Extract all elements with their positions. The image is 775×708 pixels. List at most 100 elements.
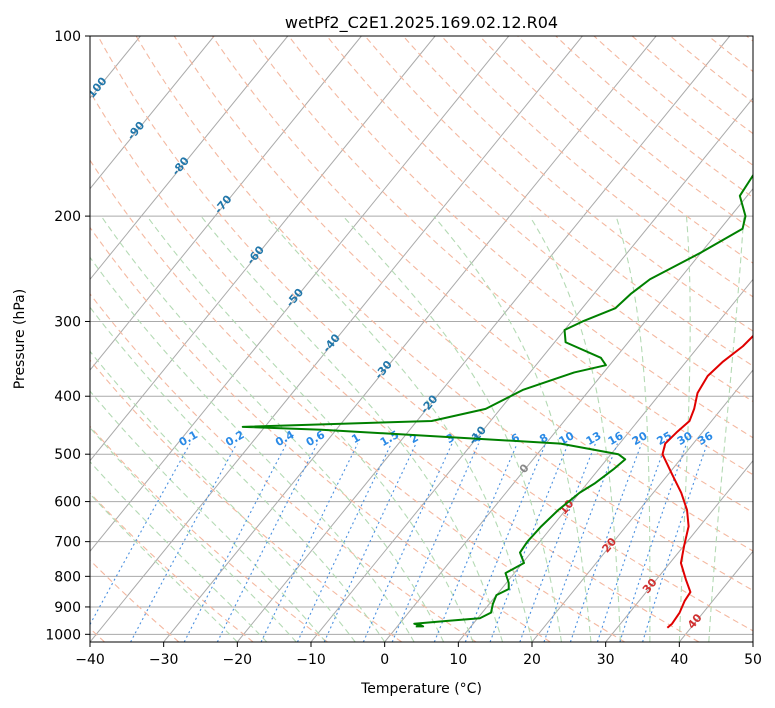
mixing-ratio-label: 0.4 [273, 428, 297, 449]
dry-adiabat-line [440, 36, 753, 298]
y-tick-label: 400 [54, 389, 81, 405]
dry-adiabat-line [364, 36, 753, 367]
isotherm-line [90, 36, 289, 281]
y-tick-label: 200 [54, 209, 81, 225]
moist-adiabat-line [146, 215, 474, 642]
plot-frame [89, 35, 754, 643]
x-tick-label: −40 [75, 652, 105, 668]
isotherm-line [236, 36, 731, 642]
moist-adiabat-line [200, 215, 504, 642]
dry-adiabat-line [211, 36, 753, 514]
isotherm-line [457, 278, 753, 642]
dry-adiabat-line [631, 36, 753, 135]
mixing-ratio-line [642, 443, 708, 642]
isotherm-line [384, 187, 753, 642]
moist-adiabat-line [342, 215, 563, 642]
mixing-ratio-label: 0.2 [223, 428, 246, 449]
y-tick-label: 100 [54, 29, 81, 45]
x-tick-label: 20 [523, 652, 541, 668]
isotherm-line [90, 36, 215, 190]
mixing-ratio-line [433, 443, 518, 642]
dry-adiabat-line [90, 293, 477, 642]
moist-adiabat-line [90, 306, 386, 642]
x-axis-title: Temperature (°C) [360, 681, 482, 697]
y-axis-title: Pressure (hPa) [12, 289, 28, 389]
isotherm-line [163, 36, 657, 642]
y-tick-label: 700 [54, 535, 81, 551]
mixing-ratio-label: 1 [349, 431, 362, 446]
mixing-ratio-line [216, 443, 318, 642]
dry-adiabat-line [135, 36, 753, 592]
moist-adiabat-line [433, 215, 592, 642]
x-tick-label: 30 [597, 652, 615, 668]
mixing-ratio-label: 13 [584, 429, 604, 448]
mixing-ratio-line [391, 443, 480, 642]
dry-adiabat-line [90, 226, 551, 642]
moist-adiabat-line [529, 215, 621, 642]
y-tick-label: 1000 [45, 627, 81, 643]
y-tick-label: 900 [54, 600, 81, 616]
moist-adiabat-line [100, 215, 445, 642]
axes: −40 −30 −20 −10 0 10 20 30 40 5010020030040050060… [45, 29, 762, 668]
dry-adiabat-line [173, 36, 753, 552]
mixing-ratio-line [362, 443, 453, 642]
x-tick-label: 0 [380, 652, 389, 668]
plot-area: 0.1 0.2 0.4 0.6 1 1.5 2 3 4 6 8 10 13 16 20 25 30 36-100-… [0, 36, 753, 642]
mixing-ratio-label: 0.6 [304, 428, 328, 449]
isotherm-line [90, 36, 436, 462]
dry-adiabat-line [517, 36, 753, 231]
moist-adiabat-line [90, 350, 356, 642]
mixing-ratio-line [183, 443, 288, 642]
y-tick-label: 600 [54, 495, 81, 511]
isotherm-line [310, 97, 753, 642]
mixing-ratio-label: 36 [696, 429, 716, 448]
isotherm-line [752, 641, 753, 642]
dewpoint-profile-line [241, 173, 753, 628]
x-tick-label: 10 [449, 652, 467, 668]
mixing-ratio-line [464, 443, 547, 642]
x-tick-label: −10 [296, 652, 326, 668]
mixing-ratio-label: 2 [408, 431, 421, 446]
dry-adiabat-line [555, 36, 753, 199]
y-tick-label: 300 [54, 314, 81, 330]
mixing-ratio-line [323, 443, 417, 642]
isotherm-line [90, 36, 583, 642]
mixing-ratio-line [519, 443, 596, 642]
dry-adiabat-line [90, 492, 254, 642]
mixing-ratio-label: 16 [606, 429, 626, 448]
moist-adiabat-line [615, 215, 651, 642]
dry-adiabat-line [708, 36, 753, 73]
moist-adiabat-line [90, 493, 238, 642]
mixing-ratio-line [130, 443, 238, 642]
y-tick-label: 800 [54, 569, 81, 585]
moist-adiabat-line [90, 426, 297, 642]
dry-adiabat-line [326, 36, 753, 403]
chart-title: wetPf2_C2E1.2025.169.02.12.R04 [285, 13, 558, 33]
x-tick-label: 50 [744, 652, 762, 668]
isotherm-line [90, 36, 362, 371]
mixing-ratio-line [489, 443, 569, 642]
isotherm-line [605, 459, 753, 642]
dry-adiabat-line [90, 159, 625, 642]
dry-adiabat-line [593, 36, 753, 166]
mixing-ratio-line [260, 443, 359, 642]
moist-adiabat-line [90, 460, 268, 642]
isotherm-line [0, 36, 67, 642]
moist-adiabat-line [90, 390, 327, 642]
moist-adiabat-line [90, 256, 415, 642]
x-tick-label: −30 [149, 652, 179, 668]
mixing-ratio-label: 6 [509, 431, 522, 446]
mixing-ratio-line [569, 443, 643, 642]
mixing-ratio-label: 3 [444, 431, 457, 446]
dry-adiabat-line [90, 359, 403, 642]
x-tick-label: −20 [223, 652, 253, 668]
isotherm-line [678, 550, 753, 642]
dry-adiabat-line [97, 36, 753, 632]
mixing-ratio-label: 1.5 [378, 428, 401, 449]
mixing-ratio-line [296, 443, 392, 642]
x-tick-label: 40 [670, 652, 688, 668]
dry-adiabat-line [479, 36, 753, 264]
moist-adiabat-line [708, 216, 745, 642]
dry-adiabat-line [250, 36, 753, 476]
